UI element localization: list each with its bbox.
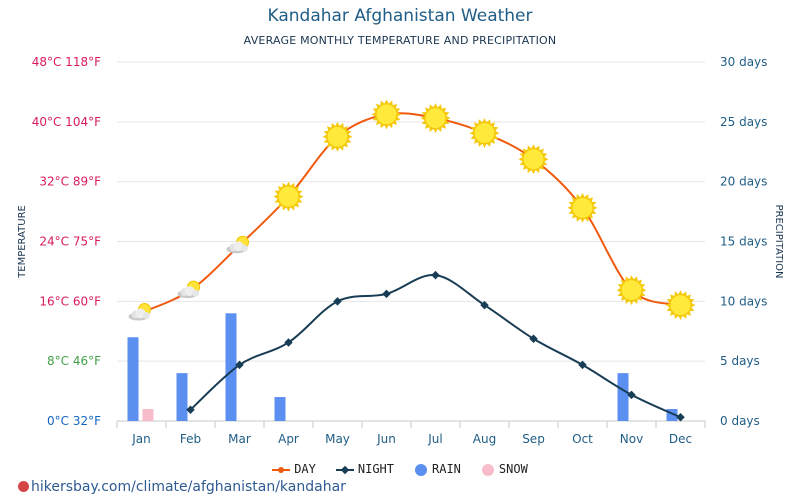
temp-tick-label: 32°C 89°F	[39, 175, 101, 189]
partly-cloudy-icon	[177, 280, 200, 299]
partly-cloudy-icon	[226, 235, 249, 254]
month-label: Jun	[376, 432, 396, 446]
temp-tick-label: 40°C 104°F	[32, 115, 101, 129]
night-point	[480, 300, 489, 310]
temp-tick-label: 48°C 118°F	[32, 55, 101, 69]
month-label: Mar	[228, 432, 251, 446]
night-point	[235, 360, 244, 370]
sun-disc	[473, 122, 496, 145]
precip-tick-label: 5 days	[720, 354, 760, 368]
sun-icon	[322, 121, 353, 152]
temp-tick-label: 8°C 46°F	[47, 354, 101, 368]
night-point	[382, 289, 391, 299]
sun-disc	[669, 294, 692, 317]
legend-item-day[interactable]: DAY	[272, 462, 316, 476]
night-point	[676, 413, 685, 422]
month-label: Nov	[620, 432, 643, 446]
rain-bar	[274, 397, 286, 421]
chart-subtitle: AVERAGE MONTHLY TEMPERATURE AND PRECIPIT…	[243, 34, 557, 47]
legend-item-rain[interactable]: RAIN	[414, 462, 461, 477]
month-label: May	[325, 432, 350, 446]
night-point	[627, 390, 636, 400]
month-label: Aug	[473, 432, 496, 446]
month-label: Dec	[669, 432, 692, 446]
night-point	[431, 270, 440, 280]
sun-icon	[371, 99, 402, 130]
cloud-puff	[241, 244, 248, 252]
sun-icon	[616, 275, 647, 306]
rain-bar	[225, 313, 237, 421]
temp-tick-label: 16°C 60°F	[39, 294, 101, 308]
sun-icon	[469, 118, 500, 149]
precip-tick-label: 10 days	[720, 294, 767, 308]
legend-label: NIGHT	[357, 462, 394, 476]
source-link[interactable]: hikersbay.com/climate/afghanistan/kandah…	[31, 479, 346, 495]
sun-icon	[518, 144, 549, 175]
precip-tick-label: 20 days	[720, 175, 767, 189]
temp-tick-label: 0°C 32°F	[47, 414, 101, 428]
cloud-puff	[143, 312, 150, 320]
legend-swatch	[481, 463, 494, 476]
cloud-puff	[192, 289, 199, 297]
rain-bar	[617, 373, 629, 421]
sun-disc	[375, 103, 398, 126]
rain-bar	[666, 409, 678, 421]
sun-disc	[277, 185, 300, 208]
legend-swatch	[415, 463, 427, 476]
sun-disc	[522, 148, 545, 171]
month-label: Jul	[427, 432, 442, 446]
legend-label: SNOW	[498, 462, 528, 476]
sun-icon	[273, 181, 304, 212]
temp-tick-label: 24°C 75°F	[39, 235, 101, 249]
location-pin-icon	[18, 481, 29, 492]
month-label: Oct	[572, 432, 593, 446]
sun-icon	[665, 290, 696, 321]
legend-swatch	[335, 465, 354, 474]
night-point	[578, 360, 587, 370]
night-point	[529, 334, 538, 343]
sun-icon	[420, 103, 451, 134]
precip-tick-label: 25 days	[720, 115, 767, 129]
legend-label: RAIN	[432, 462, 461, 476]
month-label: Jan	[131, 432, 151, 446]
cloud-puff	[184, 286, 195, 297]
precip-tick-label: 0 days	[720, 414, 760, 428]
night-line	[189, 274, 681, 419]
snow-bar	[142, 409, 154, 421]
precip-axis-title: PRECIPITATION	[773, 204, 784, 278]
partly-cloudy-icon	[128, 303, 151, 321]
rain-bar	[176, 373, 188, 421]
sun-icon	[567, 192, 598, 223]
night-point	[333, 297, 342, 306]
sun-disc	[620, 279, 643, 302]
legend-item-snow[interactable]: SNOW	[481, 462, 528, 477]
temp-axis-title: TEMPERATURE	[17, 205, 28, 279]
sun-disc	[424, 107, 447, 130]
legend-swatch	[272, 466, 291, 473]
sun-disc	[326, 125, 349, 148]
chart-legend: DAY NIGHT RAIN SNOW	[0, 462, 800, 477]
night-point	[284, 338, 293, 347]
sun-disc	[571, 196, 594, 219]
rain-bar	[127, 337, 139, 421]
month-label: Feb	[180, 432, 201, 446]
precip-tick-label: 30 days	[720, 55, 767, 69]
night-point	[186, 405, 195, 415]
precip-tick-label: 15 days	[720, 235, 767, 249]
legend-label: DAY	[294, 462, 316, 476]
cloud-puff	[135, 308, 146, 319]
month-label: Sep	[522, 432, 545, 446]
source-footer[interactable]: hikersbay.com/climate/afghanistan/kandah…	[18, 479, 346, 495]
legend-item-night[interactable]: NIGHT	[335, 462, 394, 476]
month-label: Apr	[278, 432, 299, 446]
chart-title: Kandahar Afghanistan Weather	[267, 6, 533, 26]
cloud-puff	[233, 241, 244, 252]
